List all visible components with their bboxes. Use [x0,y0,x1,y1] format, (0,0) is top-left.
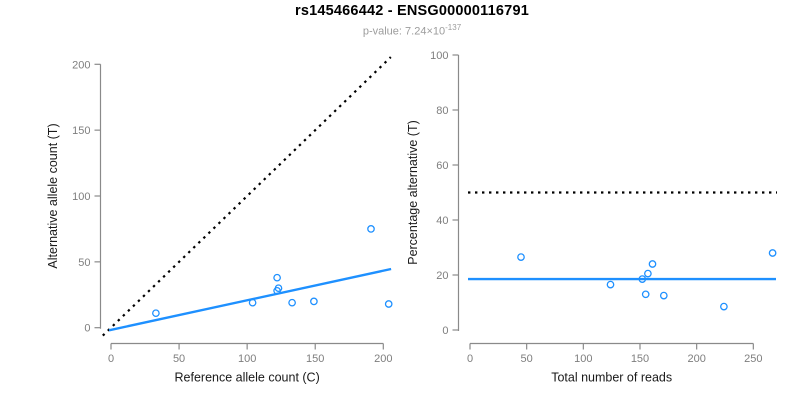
data-point [644,269,652,278]
data-point [659,291,668,300]
pvalue-label: p-value: [362,25,406,38]
data-point [367,225,375,233]
x-tick-label: 0 [467,353,473,365]
y-tick-label: 100 [430,50,448,62]
x-tick-label: 100 [574,353,592,365]
data-point [768,249,777,257]
data-point [288,298,296,307]
data-point [274,284,283,293]
x-tick-label: 150 [306,353,324,365]
y-tick-label: 150 [72,125,90,137]
data-point [273,273,281,282]
y-tick-label: 50 [78,257,90,269]
regression-line [108,267,392,332]
y-tick-label: 60 [436,160,448,172]
pvalue-value: 7.24×10 [405,25,446,38]
data-point [606,280,615,289]
figure-title: rs145466442 - ENSG00000116791 [295,3,529,19]
data-point [517,253,525,261]
y-tick-label: 0 [442,325,448,337]
y-tick-label: 0 [84,323,90,335]
figure-subtitle: p-value: 7.24×10-137 [12,23,800,38]
y-axis-title: Alternative allele count (T) [46,123,60,268]
data-point [648,260,657,268]
y-tick-label: 100 [72,191,90,203]
x-tick-label: 200 [687,353,705,365]
right-scatter-plot: 0 50 100 150 200 250 0 20 40 60 80 100 Total number … [406,50,777,385]
x-tick-label: 150 [631,353,649,365]
x-axis-title: Reference allele count (C) [175,371,320,385]
data-point [384,300,393,308]
left-scatter-plot: 0 50 100 150 200 0 50 100 150 200 Reference allele… [46,56,393,385]
x-tick-label: 0 [108,353,114,365]
y-tick-label: 200 [72,59,90,71]
x-tick-label: 100 [238,353,256,365]
y-tick-label: 40 [436,215,448,227]
x-axis-title: Total number of reads [551,371,672,385]
data-point [641,290,650,299]
x-tick-label: 50 [521,353,533,365]
x-tick-label: 50 [173,353,185,365]
y-axis-title: Percentage alternative (T) [406,120,420,265]
pvalue-exponent: -137 [445,23,462,32]
x-tick-label: 200 [374,353,392,365]
x-tick-label: 250 [744,353,762,365]
identity-line [102,56,392,337]
y-tick-label: 80 [436,105,448,117]
data-point [310,297,318,306]
data-point [720,302,728,311]
data-point [152,309,160,318]
y-tick-label: 20 [436,270,448,282]
